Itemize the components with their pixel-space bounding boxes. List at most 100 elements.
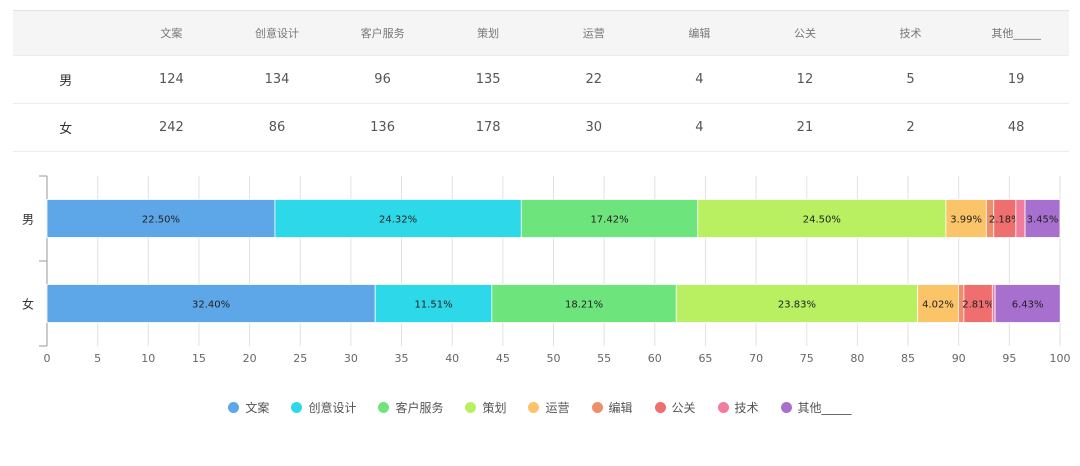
table-cell: 124 [118, 55, 225, 104]
legend-label: 编辑 [608, 401, 633, 415]
legend-dot-icon [291, 402, 303, 413]
data-label: 6.43% [1012, 300, 1044, 311]
bar-segment [1024, 199, 1061, 238]
y-category-label: 男 [22, 213, 34, 227]
table-header-cell: 运营 [540, 10, 647, 56]
legend-dot-icon [378, 402, 390, 413]
table-cell: 2 [857, 103, 964, 152]
data-label: 4.02% [922, 300, 954, 311]
legend-item[interactable]: 编辑 [591, 399, 633, 416]
legend-item[interactable]: 策划 [465, 399, 506, 416]
table-cell: 12 [752, 55, 858, 104]
table-cell: 5 [857, 55, 964, 104]
data-label: 22.50% [142, 215, 180, 226]
x-tick-label: 70 [749, 352, 763, 365]
table-cell: 96 [329, 55, 436, 104]
x-tick-label: 85 [901, 352, 915, 365]
table-cell: 135 [435, 55, 541, 104]
table-header-cell: 策划 [435, 10, 541, 56]
table-header-cell: 客户服务 [329, 10, 436, 56]
x-tick-label: 80 [850, 352, 864, 365]
data-label: 24.32% [379, 215, 417, 226]
x-tick-label: 60 [648, 352, 662, 365]
legend-dot-icon [780, 402, 792, 413]
bar-segment [46, 199, 276, 238]
legend-item[interactable]: 文案 [228, 399, 269, 416]
legend-dot-icon [717, 402, 729, 413]
x-tick-label: 100 [1050, 352, 1071, 365]
legend-dot-icon [465, 402, 477, 413]
bar-segment [374, 284, 493, 323]
legend-item[interactable]: 创意设计 [291, 399, 356, 416]
legend-item[interactable]: 技术 [717, 399, 759, 416]
x-tick-label: 0 [44, 352, 51, 365]
x-tick-label: 40 [445, 352, 459, 365]
table-cell: 4 [646, 103, 753, 152]
bar-segment [697, 199, 947, 238]
legend-label: 创意设计 [308, 401, 357, 415]
table-cell: 178 [435, 103, 541, 152]
x-tick-label: 50 [547, 352, 561, 365]
x-tick-label: 75 [800, 352, 814, 365]
data-label: 3.45% [1027, 215, 1059, 226]
table-row: 男 124 134 96 135 22 4 12 5 19 [13, 55, 1069, 104]
legend-label: 文案 [245, 401, 270, 415]
data-label: 17.42% [590, 215, 628, 226]
x-tick-label: 25 [293, 352, 307, 365]
table-header-cell: 编辑 [646, 10, 753, 56]
data-label: 2.18% [989, 215, 1021, 226]
y-category-label: 女 [22, 297, 34, 312]
table-cell: 21 [752, 103, 858, 152]
legend-label: 技术 [734, 401, 759, 415]
data-label: 3.99% [950, 215, 982, 226]
table-header-cell: 技术 [857, 10, 964, 56]
table-header-cell: 公关 [752, 10, 858, 56]
x-tick-label: 30 [344, 352, 358, 365]
table-header-corner [13, 10, 119, 56]
legend-label: 策划 [482, 401, 507, 415]
table-row: 女 242 86 136 178 30 4 21 2 48 [13, 103, 1069, 152]
table-header-cell: 文案 [118, 10, 225, 56]
legend-label: 客户服务 [395, 401, 444, 415]
x-tick-label: 5 [94, 352, 101, 365]
table-cell: 4 [646, 55, 753, 104]
table-cell: 48 [963, 103, 1069, 152]
bar-segment [994, 284, 1061, 323]
data-label: 24.50% [803, 215, 841, 226]
x-tick-label: 10 [141, 352, 155, 365]
data-label: 32.40% [192, 300, 230, 311]
legend-item[interactable]: 运营 [528, 399, 570, 416]
legend-item[interactable]: 客户服务 [378, 399, 443, 416]
data-label: 23.83% [778, 300, 816, 311]
legend-label: 其他_____ [797, 401, 852, 415]
table-cell: 19 [963, 55, 1069, 104]
legend-label: 公关 [671, 401, 696, 415]
x-tick-label: 45 [496, 352, 510, 365]
bar-segment [46, 284, 376, 323]
legend-item[interactable]: 其他_____ [780, 399, 852, 416]
legend-dot-icon [591, 402, 603, 413]
legend-dot-icon [528, 402, 540, 413]
table-cell: 30 [540, 103, 647, 152]
table-row-label: 女 [13, 103, 119, 152]
x-tick-label: 95 [1002, 352, 1016, 365]
bar-segment [991, 284, 996, 323]
table-cell: 86 [224, 103, 330, 152]
legend-item[interactable]: 公关 [654, 399, 696, 416]
data-label: 11.51% [414, 300, 452, 311]
stats-table: 文案 创意设计 客户服务 策划 运营 编辑 公关 技术 其他_____ 男 124 134 96 135… [13, 10, 1069, 152]
x-tick-label: 55 [597, 352, 611, 365]
x-tick-label: 20 [243, 352, 257, 365]
table-header-cell: 创意设计 [224, 10, 330, 56]
x-tick-label: 35 [395, 352, 409, 365]
table-header-row: 文案 创意设计 客户服务 策划 运营 编辑 公关 技术 其他_____ [13, 10, 1069, 56]
bar-segment [963, 284, 993, 323]
x-tick-label: 90 [952, 352, 966, 365]
legend-label: 运营 [545, 401, 570, 415]
chart-legend: 文案 创意设计 客户服务 策划 运营 编辑 公关 技术 其他_____ [0, 399, 1080, 416]
x-tick-label: 15 [192, 352, 206, 365]
data-label: 2.81% [962, 300, 994, 311]
x-tick-label: 65 [698, 352, 712, 365]
table-row-label: 男 [13, 55, 119, 104]
table-cell: 136 [329, 103, 436, 152]
